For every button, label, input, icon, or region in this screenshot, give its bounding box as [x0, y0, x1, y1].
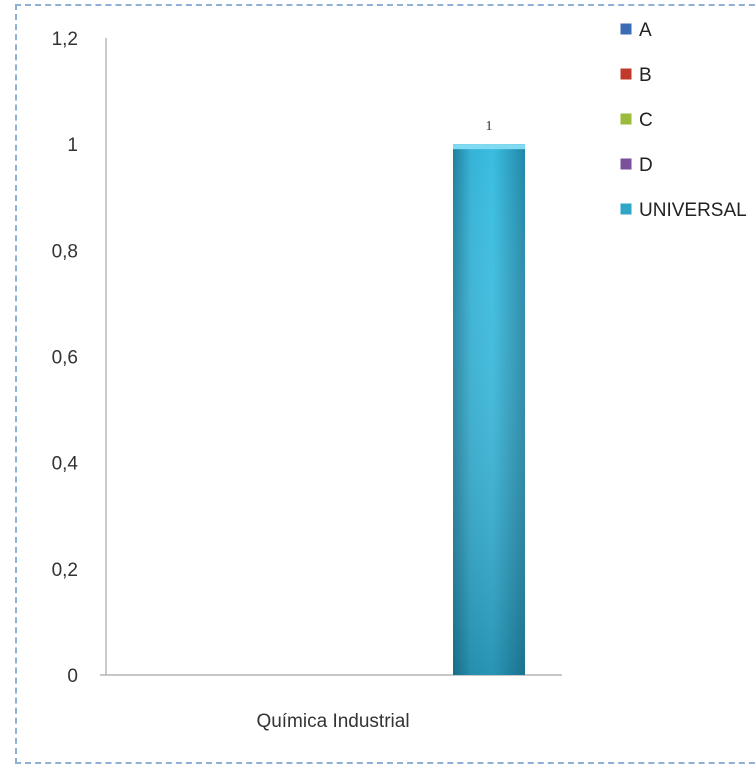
- data-labels: 1: [486, 119, 493, 134]
- data-label-universal: 1: [486, 119, 493, 134]
- legend-label-a: A: [639, 20, 652, 41]
- legend-label-d: D: [639, 155, 653, 176]
- legend-swatch-c: [619, 112, 633, 126]
- legend-swatch-d: [619, 157, 633, 171]
- y-tick-label: 1: [67, 135, 78, 156]
- legend-label-c: C: [639, 110, 653, 131]
- legend-swatch-universal: [619, 202, 633, 216]
- y-tick-label: 0: [67, 666, 78, 687]
- y-tick-label: 1,2: [52, 29, 78, 50]
- legend-swatch-a: [619, 22, 633, 36]
- y-tick-label: 0,6: [52, 348, 78, 369]
- category-label: Química Industrial: [256, 711, 409, 732]
- y-tick-labels: 0 0,2 0,4 0,6 0,8 1 1,2: [52, 29, 79, 687]
- bars: [453, 144, 525, 675]
- y-tick-label: 0,8: [52, 241, 78, 262]
- y-tick-label: 0,4: [52, 454, 79, 475]
- legend-swatch-b: [619, 67, 633, 81]
- legend-label-universal: UNIVERSAL: [639, 200, 747, 221]
- legend: A B C D UNIVERSAL: [619, 20, 747, 221]
- legend-label-b: B: [639, 65, 652, 86]
- y-tick-label: 0,2: [52, 560, 78, 581]
- bar-shade-universal: [453, 144, 525, 675]
- bar-top-universal: [453, 144, 525, 150]
